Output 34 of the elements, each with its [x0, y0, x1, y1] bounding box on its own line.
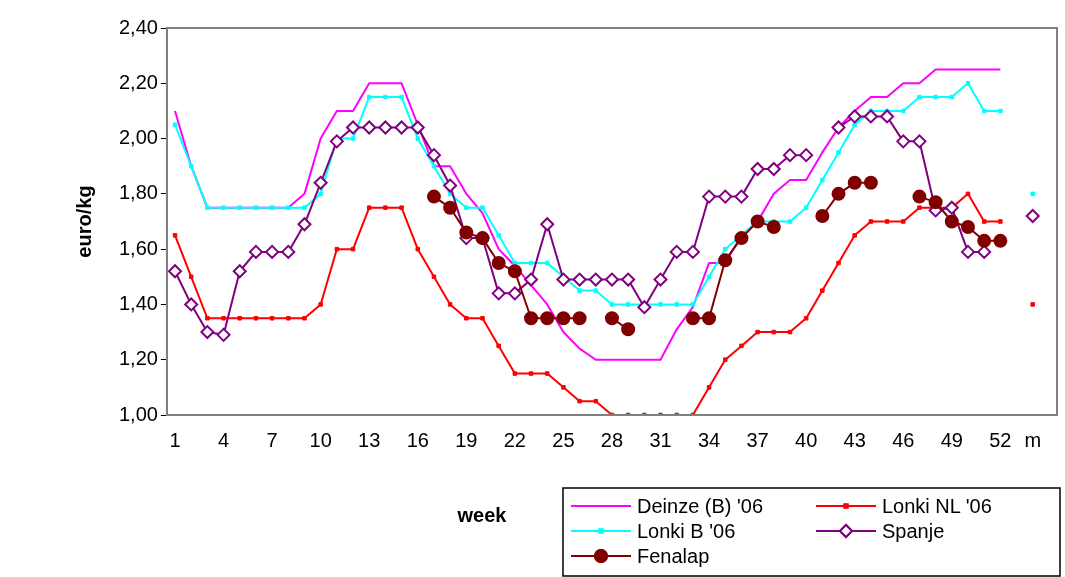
x-tick-label: 40	[795, 428, 818, 451]
x-tick-label: 13	[358, 428, 381, 451]
x-tick-label: 52	[989, 428, 1012, 451]
legend-label: Lonki NL '06	[882, 494, 992, 517]
x-tick-label: 22	[503, 428, 526, 451]
x-tick-label: 28	[600, 428, 624, 451]
x-tick-label: 10	[309, 428, 332, 451]
legend-label: Deinze (B) '06	[637, 494, 764, 517]
legend-label: Lonki B '06	[637, 519, 736, 542]
y-tick-label: 2,40	[118, 15, 158, 38]
y-tick-label: 1,20	[118, 347, 158, 370]
x-tick-label: 25	[552, 428, 575, 451]
legend-label: Spanje	[882, 519, 945, 542]
x-tick-label: 34	[697, 428, 721, 451]
y-tick-label: 1,00	[118, 402, 158, 425]
x-tick-label: 31	[649, 428, 672, 451]
y-tick-label: 2,00	[118, 126, 158, 149]
x-tick-label: 19	[455, 428, 478, 451]
x-tick-label: 4	[218, 428, 230, 451]
x-tick-label: 49	[940, 428, 963, 451]
x-tick-label: m	[1024, 428, 1042, 451]
legend-label: Fenalap	[637, 544, 710, 567]
x-tick-label: 43	[843, 428, 866, 451]
x-tick-label: 46	[892, 428, 915, 451]
y-tick-label: 1,60	[118, 236, 158, 259]
x-axis-title: week	[456, 503, 508, 526]
y-tick-label: 2,20	[118, 70, 158, 93]
x-tick-label: 37	[746, 428, 769, 451]
x-tick-label: 16	[406, 428, 429, 451]
y-tick-label: 1,40	[118, 291, 158, 314]
y-axis-title: euro/kg	[72, 185, 95, 258]
x-tick-label: 7	[266, 428, 278, 451]
y-tick-label: 1,80	[118, 181, 158, 204]
x-tick-label: 1	[169, 428, 181, 451]
